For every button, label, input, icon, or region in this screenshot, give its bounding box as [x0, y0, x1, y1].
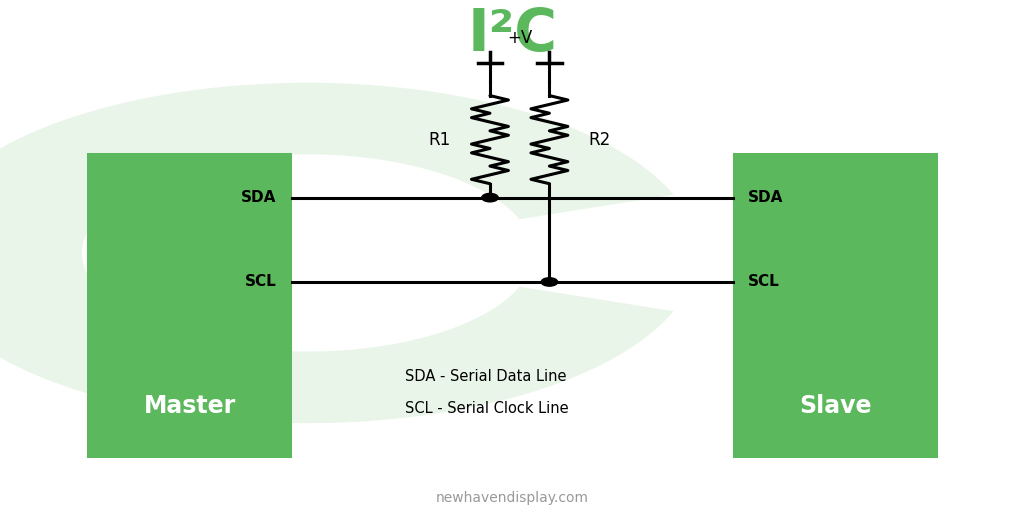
Text: SDA: SDA [241, 190, 277, 205]
Text: Slave: Slave [800, 394, 871, 418]
Text: R1: R1 [428, 131, 451, 149]
FancyBboxPatch shape [87, 153, 292, 458]
Text: SDA - Serial Data Line: SDA - Serial Data Line [405, 369, 567, 384]
Text: Master: Master [144, 394, 236, 418]
Text: SCL: SCL [748, 275, 780, 289]
Text: +V: +V [507, 29, 532, 47]
Circle shape [541, 278, 558, 286]
Text: R2: R2 [588, 131, 611, 149]
Text: newhavendisplay.com: newhavendisplay.com [436, 491, 589, 505]
Text: SCL - Serial Clock Line: SCL - Serial Clock Line [405, 401, 569, 416]
Text: SCL: SCL [245, 275, 277, 289]
FancyBboxPatch shape [733, 153, 938, 458]
Circle shape [482, 193, 498, 202]
Polygon shape [0, 83, 673, 423]
Text: I²C: I²C [467, 6, 558, 63]
Text: SDA: SDA [748, 190, 784, 205]
